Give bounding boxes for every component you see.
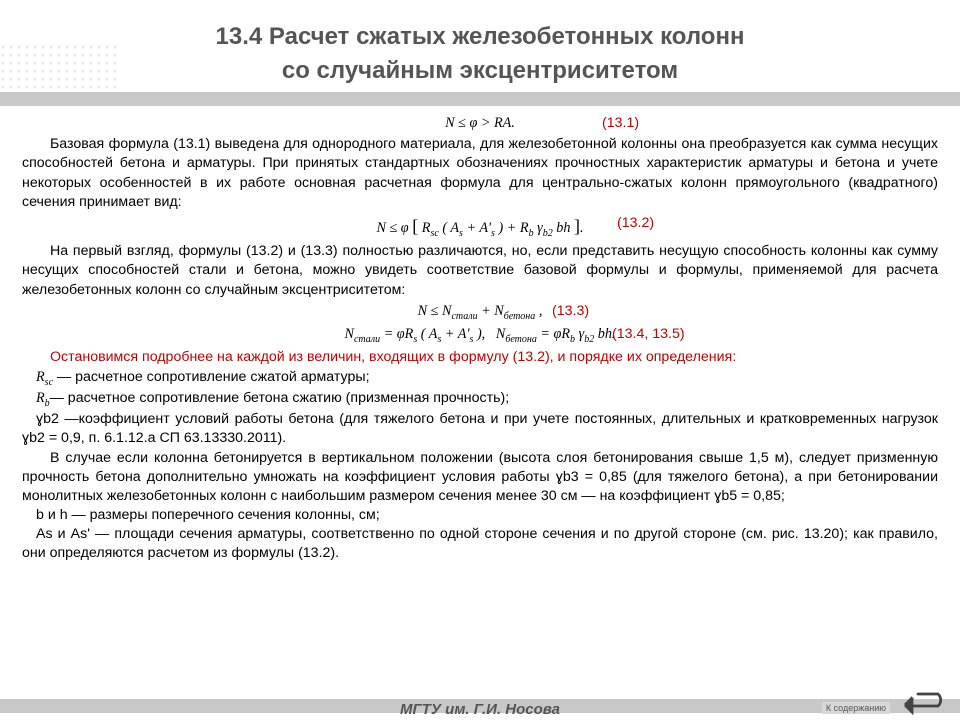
- eq-number: (13.3): [552, 302, 589, 321]
- definition-rsc: Rsc — расчетное сопротивление сжатой арм…: [22, 368, 938, 389]
- paragraph-4: В случае если колонна бетонируется в вер…: [22, 449, 938, 507]
- formula-13-2: N ≤ φ [ Rsc ( As + A's ) + Rb γb2 bh ]. …: [22, 214, 938, 240]
- definition-rb: Rb— расчетное сопротивление бетона сжати…: [22, 389, 938, 410]
- toc-link[interactable]: К содержанию: [822, 702, 890, 714]
- formula-text: Nстали = φRs ( As + A's ), Nбетона = φRb…: [345, 326, 616, 342]
- formula-13-1: N ≤ φ > RA. (13.1): [22, 114, 938, 133]
- definition-gamma: ɣb2 —коэффициент условий работы бетона (…: [22, 410, 938, 448]
- eq-number: (13.2): [617, 214, 654, 233]
- eq-number: (13.4, 13.5): [612, 325, 685, 344]
- formula-13-3: N ≤ Nстали + Nбетона , (13.3): [22, 302, 938, 323]
- eq-number: (13.1): [602, 114, 639, 133]
- formula-13-4-5: Nстали = φRs ( As + A's ), Nбетона = φRb…: [22, 325, 938, 346]
- definition-as: Аs и Аs' — площади сечения арматуры, соо…: [22, 525, 938, 563]
- header-divider: [0, 92, 960, 106]
- footer-text: МГТУ им. Г.И. Носова: [0, 701, 960, 718]
- title-line-2: со случайным эксцентриситетом: [282, 57, 678, 84]
- paragraph-red: Остановимся подробнее на каждой из велич…: [22, 348, 938, 367]
- page-title: 13.4 Расчет сжатых железобетонных колонн…: [0, 20, 960, 87]
- content-area: N ≤ φ > RA. (13.1) Базовая формула (13.1…: [22, 112, 938, 564]
- paragraph-2: На первый взгляд, формулы (13.2) и (13.3…: [22, 242, 938, 300]
- formula-text: N ≤ Nстали + Nбетона ,: [418, 303, 543, 319]
- definition-bh: b и h — размеры поперечного сечения коло…: [22, 506, 938, 525]
- formula-text: N ≤ φ > RA.: [445, 115, 515, 131]
- back-arrow-icon[interactable]: [904, 692, 948, 716]
- formula-text: N ≤ φ [ Rsc ( As + A's ) + Rb γb2 bh ].: [376, 220, 583, 236]
- title-line-1: 13.4 Расчет сжатых железобетонных колонн: [216, 23, 745, 50]
- paragraph-1: Базовая формула (13.1) выведена для одно…: [22, 135, 938, 212]
